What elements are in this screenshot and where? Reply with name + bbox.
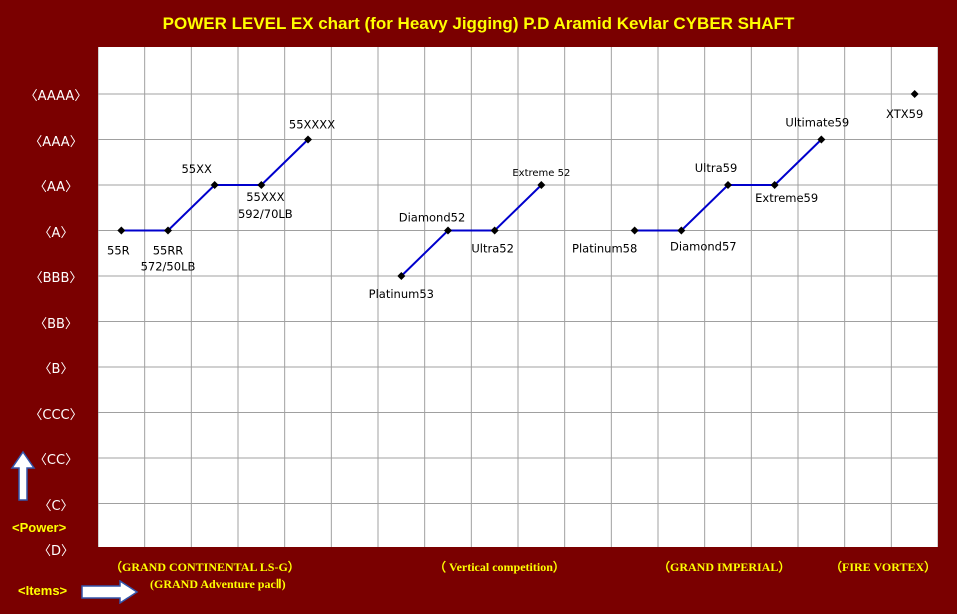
x-group-label: （GRAND CONTINENTAL LS-G） <box>110 560 300 574</box>
data-label: Diamond52 <box>399 211 466 225</box>
data-label: Diamond57 <box>670 240 737 254</box>
power-axis-label: <Power> <box>12 520 67 535</box>
y-tick-label: 〈AAA〉 <box>29 134 83 150</box>
data-label: 55XXXX <box>289 118 335 132</box>
right-arrow-icon <box>81 580 139 604</box>
chart-title: POWER LEVEL EX chart (for Heavy Jigging)… <box>162 14 795 33</box>
data-label: 55R <box>107 244 130 258</box>
data-point-marker <box>630 226 639 235</box>
y-tick-label: 〈BBB〉 <box>29 271 83 286</box>
x-group-label: （ Vertical competition） <box>434 560 565 574</box>
up-arrow-icon <box>10 450 36 501</box>
x-group-label: （FIRE VORTEX） <box>830 560 937 574</box>
data-label: Ultimate59 <box>785 116 849 130</box>
y-tick-label: 〈BB〉 <box>34 316 78 332</box>
data-point-marker <box>490 226 499 235</box>
data-label: Extreme59 <box>755 191 818 205</box>
data-label: Platinum58 <box>572 242 637 256</box>
data-sublabel: 572/50LB <box>141 260 196 274</box>
data-point-marker <box>724 181 732 189</box>
data-point-marker <box>397 272 406 280</box>
data-point-marker <box>210 181 219 189</box>
data-point-marker <box>817 135 826 144</box>
x-group-label: （GRAND IMPERIAL） <box>658 560 791 574</box>
series-line-2 <box>400 184 543 277</box>
chart-svg: 55R 55RR 572/50LB 55XX 55XXX 592/70LB 55XXXX Pl… <box>98 47 938 547</box>
data-label: Ultra52 <box>471 242 514 256</box>
data-point-marker <box>910 90 919 98</box>
data-point-marker <box>770 181 779 189</box>
data-sublabel: 592/70LB <box>238 207 293 221</box>
y-tick-label: 〈AA〉 <box>33 180 79 195</box>
data-label: 55RR <box>153 244 184 258</box>
data-point-marker <box>537 181 546 189</box>
y-tick-label: 〈B〉 <box>38 362 74 377</box>
data-label: 55XX <box>181 162 212 176</box>
y-tick-label: 〈C〉 <box>38 498 74 514</box>
y-tick-label: 〈A〉 <box>38 225 74 241</box>
y-tick-label: 〈AAAA〉 <box>24 89 88 104</box>
data-point-marker <box>444 226 452 235</box>
data-point-marker <box>117 226 126 235</box>
data-point-marker <box>677 226 686 235</box>
data-label: Ultra59 <box>695 161 738 175</box>
y-tick-label: 〈CCC〉 <box>29 407 83 423</box>
x-group-label: (GRAND Adventure pacⅡ) <box>150 577 286 591</box>
data-point-marker <box>164 226 172 235</box>
data-label: Extreme 52 <box>512 168 570 179</box>
data-point-marker <box>257 181 266 189</box>
plot-area: 55R 55RR 572/50LB 55XX 55XXX 592/70LB 55XXXX Pl… <box>98 47 938 547</box>
data-label: Platinum53 <box>369 287 434 301</box>
y-tick-label: 〈CC〉 <box>33 453 79 468</box>
items-axis-label: <Items> <box>18 583 68 598</box>
data-label: 55XXX <box>246 190 284 204</box>
data-label: XTX59 <box>886 107 923 121</box>
y-tick-label: 〈D〉 <box>37 544 74 559</box>
data-point-marker <box>304 135 312 144</box>
